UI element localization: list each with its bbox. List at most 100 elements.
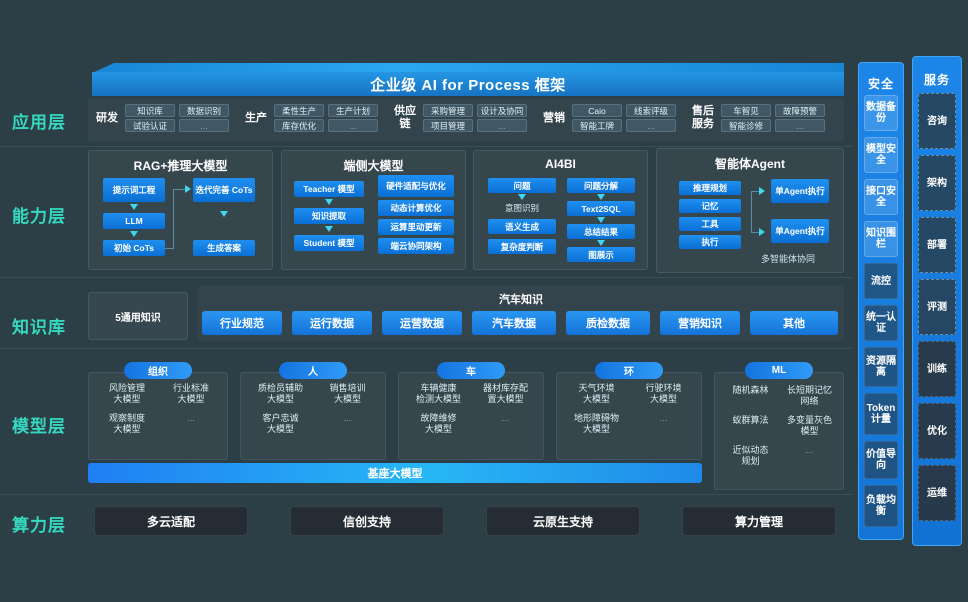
app-chip[interactable]: 线索评级 (626, 104, 676, 117)
model-item[interactable]: 多变量灰色 模型 (786, 415, 832, 436)
app-chip-more[interactable]: ... (477, 119, 527, 132)
compute-button-compute-mgmt[interactable]: 算力管理 (682, 506, 836, 536)
model-item[interactable]: 故障维修 大模型 (420, 413, 457, 434)
model-item[interactable]: 近似动态 规划 (732, 445, 769, 466)
model-item[interactable]: 天气环境 大模型 (578, 383, 615, 404)
model-item[interactable]: 风险管理 大模型 (108, 383, 145, 404)
app-chip[interactable]: 项目管理 (423, 119, 473, 132)
security-item-value-orientation[interactable]: 价值导向 (864, 441, 898, 479)
app-chip[interactable]: 车智见 (721, 104, 771, 117)
service-item-architecture[interactable]: 架构 (918, 155, 956, 211)
service-item-evaluation[interactable]: 评测 (918, 279, 956, 335)
model-tag-environment[interactable]: 环 (595, 362, 663, 379)
app-chip-more[interactable]: ... (626, 119, 676, 132)
model-tag-people[interactable]: 人 (279, 362, 347, 379)
kb-item-operation-data[interactable]: 运行数据 (292, 311, 372, 335)
model-item[interactable]: 行驶环境 大模型 (645, 383, 682, 404)
model-item[interactable]: 蚁群算法 (732, 415, 769, 425)
app-chip[interactable]: 智能工牌 (572, 119, 622, 132)
kb-item-vehicle-data[interactable]: 汽车数据 (472, 311, 556, 335)
app-cell[interactable]: 生产计划 ... (328, 104, 378, 132)
node-single-agent-exec-2[interactable]: 单Agent执行 (771, 219, 829, 243)
service-item-consulting[interactable]: 咨询 (918, 93, 956, 149)
model-tag-ml[interactable]: ML (745, 362, 813, 379)
app-chip[interactable]: 数据识别 (179, 104, 229, 117)
service-item-optimization[interactable]: 优化 (918, 403, 956, 459)
app-chip-more[interactable]: ... (179, 119, 229, 132)
kb-item-other[interactable]: 其他 (750, 311, 838, 335)
model-item-more[interactable]: ... (805, 445, 814, 455)
node-execute[interactable]: 执行 (679, 235, 741, 249)
app-chip[interactable]: 试验认证 (125, 119, 175, 132)
kb-item-ops-data[interactable]: 运营数据 (382, 311, 462, 335)
kb-item-marketing-knowledge[interactable]: 营销知识 (660, 311, 740, 335)
app-chip-more[interactable]: ... (775, 119, 825, 132)
app-cell[interactable]: 线索评级 ... (626, 104, 676, 132)
model-item[interactable]: 车辆健康 检测大模型 (415, 383, 461, 404)
model-item[interactable]: 地形障碍物 大模型 (573, 413, 619, 434)
kb-general-knowledge[interactable]: 5通用知识 (88, 292, 188, 340)
compute-button-multicloud[interactable]: 多云适配 (94, 506, 248, 536)
security-item-token-metering[interactable]: Token计量 (864, 393, 898, 435)
node-knowledge-extract[interactable]: 知识提取 (294, 208, 364, 224)
app-cell[interactable]: 设计及协同 ... (477, 104, 527, 132)
node-runtime-update[interactable]: 运算里动更新 (378, 219, 454, 235)
model-item[interactable]: 质检员辅助 大模型 (257, 383, 303, 404)
security-item-data-backup[interactable]: 数据备份 (864, 95, 898, 131)
model-tag-vehicle[interactable]: 车 (437, 362, 505, 379)
model-item-more[interactable]: ... (501, 413, 510, 423)
node-iterative-cots[interactable]: 迭代完善 CoTs (193, 178, 255, 202)
base-model-bar[interactable]: 基座大模型 (88, 463, 702, 483)
node-initial-cots[interactable]: 初始 CoTs (103, 240, 165, 256)
node-llm[interactable]: LLM (103, 213, 165, 229)
kb-item-quality-data[interactable]: 质检数据 (566, 311, 650, 335)
node-question-decompose[interactable]: 问题分解 (567, 178, 635, 193)
node-complexity-judge[interactable]: 复杂度判断 (488, 239, 556, 254)
model-item[interactable]: 随机森林 (732, 385, 769, 395)
node-student-model[interactable]: Student 模型 (294, 235, 364, 251)
app-chip[interactable]: 设计及协同 (477, 104, 527, 117)
service-item-training[interactable]: 训练 (918, 341, 956, 397)
app-chip[interactable]: Caio (572, 104, 622, 117)
model-item-more[interactable]: ... (343, 413, 352, 423)
security-item-unified-auth[interactable]: 统一认证 (864, 305, 898, 341)
node-generate-answer[interactable]: 生成答案 (193, 240, 255, 256)
node-cloud-edge-arch[interactable]: 端云协同架构 (378, 238, 454, 254)
app-chip-more[interactable]: ... (328, 119, 378, 132)
app-cell[interactable]: 采购管理 项目管理 (423, 104, 473, 132)
model-tag-organization[interactable]: 组织 (124, 362, 192, 379)
app-cell[interactable]: 车智见 智能诊修 (721, 104, 771, 132)
app-cell[interactable]: 故障预警 ... (775, 104, 825, 132)
app-group-aftersales[interactable]: 售后服务 车智见 智能诊修 故障预警 ... (690, 104, 825, 132)
node-prompt-engineering[interactable]: 提示词工程 (103, 178, 165, 202)
app-chip[interactable]: 柔性生产 (274, 104, 324, 117)
node-hardware-adapt[interactable]: 硬件适配与优化 (378, 175, 454, 197)
app-chip[interactable]: 库存优化 (274, 119, 324, 132)
model-item-more[interactable]: ... (659, 413, 668, 423)
node-reason-plan[interactable]: 推理规划 (679, 181, 741, 195)
security-item-knowledge-fence[interactable]: 知识围栏 (864, 221, 898, 257)
model-item[interactable]: 长短期记忆 网络 (786, 385, 832, 406)
model-item[interactable]: 器材库存配 置大模型 (482, 383, 528, 404)
security-item-resource-isolation[interactable]: 资源隔离 (864, 347, 898, 387)
app-group-marketing[interactable]: 营销 Caio 智能工牌 线索评级 ... (541, 104, 676, 132)
compute-button-cloudnative[interactable]: 云原生支持 (486, 506, 640, 536)
service-item-deployment[interactable]: 部署 (918, 217, 956, 273)
node-tools[interactable]: 工具 (679, 217, 741, 231)
app-cell[interactable]: 数据识别 ... (179, 104, 229, 132)
model-item[interactable]: 观察制度 大模型 (108, 413, 145, 434)
security-item-model-security[interactable]: 模型安全 (864, 137, 898, 173)
node-chart-display[interactable]: 图展示 (567, 247, 635, 262)
node-single-agent-exec-1[interactable]: 单Agent执行 (771, 179, 829, 203)
node-dynamic-compute[interactable]: 动态计算优化 (378, 200, 454, 216)
app-chip[interactable]: 采购管理 (423, 104, 473, 117)
security-item-load-balance[interactable]: 负载均衡 (864, 485, 898, 527)
app-cell[interactable]: Caio 智能工牌 (572, 104, 622, 132)
compute-button-xinchuang[interactable]: 信创支持 (290, 506, 444, 536)
node-question[interactable]: 问题 (488, 178, 556, 193)
app-cell[interactable]: 知识库 试验认证 (125, 104, 175, 132)
node-semantic-generation[interactable]: 语义生成 (488, 219, 556, 234)
app-chip[interactable]: 故障预警 (775, 104, 825, 117)
security-item-api-security[interactable]: 接口安全 (864, 179, 898, 215)
service-item-operations[interactable]: 运维 (918, 465, 956, 521)
